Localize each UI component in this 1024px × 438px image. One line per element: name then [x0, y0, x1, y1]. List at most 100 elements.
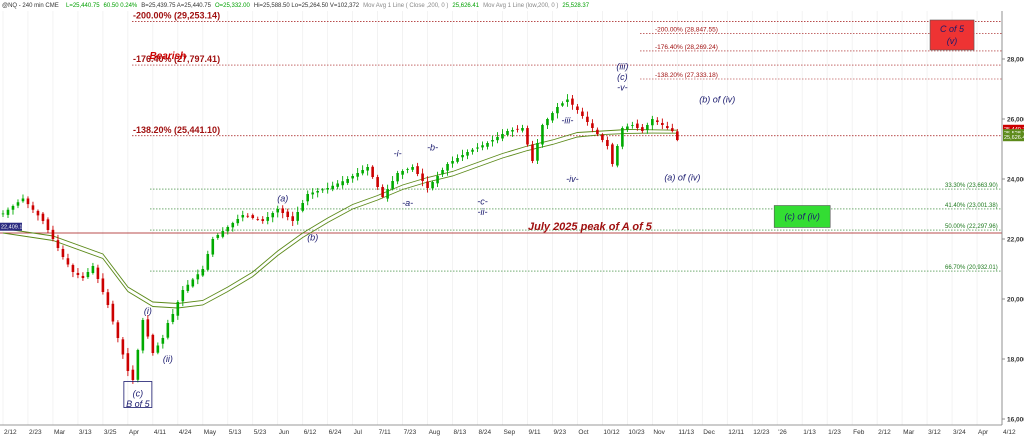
candle-body	[281, 208, 285, 213]
candle-body	[446, 164, 449, 171]
grid-layer	[2, 11, 1003, 425]
candle-body	[611, 144, 614, 164]
candle-body	[576, 106, 579, 110]
candle-body	[391, 181, 394, 189]
candle-body	[176, 302, 180, 316]
candle-body	[276, 209, 280, 213]
candle-body	[621, 128, 624, 147]
wave-label: -a-	[402, 198, 413, 208]
candle-body	[426, 181, 429, 188]
y-tick-label: 16,000	[1007, 417, 1024, 424]
price-tag-label: 25,626.41	[1004, 135, 1024, 141]
wave-label: (i)	[144, 306, 152, 316]
candle-body	[476, 147, 479, 149]
candle-body	[556, 107, 559, 114]
wave-target-box-line1: (c) of (iv)	[784, 212, 820, 222]
x-tick-label: 9/23	[553, 429, 566, 436]
chart-header: @NQ - 240 min CME L=25,440.75 60.50 0.24%…	[2, 3, 590, 9]
candle-body	[196, 274, 200, 280]
candle-body	[586, 116, 589, 122]
candle-body	[331, 185, 334, 190]
x-tick-label: Nov	[653, 429, 665, 436]
x-tick-label: 8/24	[479, 429, 492, 436]
candle-body	[186, 284, 190, 291]
x-tick-label: 2/12	[878, 429, 891, 436]
header-stat: 25,528.37	[562, 3, 589, 9]
july-peak-label: July 2025 peak of A of 5	[528, 221, 653, 233]
moving-averages-layer	[2, 129, 678, 309]
candle-body	[191, 279, 195, 287]
x-tick-label: 12/11	[728, 429, 744, 436]
header-stat: 25,626.41	[452, 3, 479, 9]
candle-body	[376, 177, 379, 187]
candle-body	[386, 189, 389, 199]
fib-retracement-label: 41.40% (23,001.38)	[945, 203, 998, 209]
candle-body	[1, 213, 5, 215]
candle-body	[131, 369, 135, 380]
candle-body	[366, 167, 369, 171]
wave-label: -i-	[394, 149, 402, 159]
y-tick-label: 24,000	[1007, 177, 1024, 184]
candle-body	[516, 128, 519, 130]
header-stat: B=25,439.75 A=25,440.75	[141, 3, 211, 9]
candle-body	[271, 213, 275, 218]
candle-body	[76, 272, 80, 275]
candle-body	[301, 203, 304, 211]
candle-body	[676, 131, 679, 140]
x-tick-label: 4/11	[154, 429, 167, 436]
annotations-layer: Bearish(c)B of 5(i)(ii)(a)(b)-i--a--b--c…	[123, 19, 975, 409]
candle-body	[351, 176, 354, 179]
x-tick-label: 10/12	[603, 429, 620, 436]
x-tick-label: Dec	[703, 429, 715, 436]
candle-body	[631, 125, 634, 126]
wave-label: -iv-	[566, 174, 579, 184]
candle-body	[656, 120, 659, 122]
bearish-label: Bearish	[149, 51, 186, 62]
candle-body	[416, 166, 419, 174]
candle-body	[571, 98, 574, 105]
wave-label: (c)	[617, 72, 628, 82]
header-stat: 60.50 0.24%	[104, 3, 138, 9]
axes-layer: 16,000 18,000 20,000 22,000 24,000 26,000 28,0…	[0, 11, 1024, 436]
x-tick-label: 9/11	[528, 429, 541, 436]
candle-body	[356, 173, 359, 177]
header-stat: Hi=25,588.50 Lo=25,264.50 V=102,372	[254, 3, 360, 9]
candle-body	[56, 240, 60, 248]
candle-body	[461, 155, 464, 158]
x-tick-label: Feb	[853, 429, 865, 436]
candle-body	[501, 134, 504, 139]
candle-body	[156, 345, 160, 353]
candle-body	[371, 166, 374, 177]
candle-body	[526, 128, 529, 145]
x-tick-label: 5/13	[229, 429, 242, 436]
left-price-tag	[0, 222, 22, 231]
candle-body	[206, 254, 210, 270]
candle-body	[41, 213, 45, 221]
candle-body	[226, 227, 230, 232]
candle-body	[256, 219, 260, 220]
candle-body	[581, 111, 584, 116]
x-tick-label: 3/13	[79, 429, 92, 436]
candle-body	[31, 205, 35, 210]
candle-body	[551, 113, 554, 121]
candle-body	[81, 275, 85, 278]
header-stats: L=25,440.75 60.50 0.24% B=25,439.75 A=25,4…	[66, 3, 590, 9]
candle-body	[66, 258, 70, 265]
candle-body	[71, 265, 75, 272]
y-tick-label: 26,000	[1007, 117, 1024, 124]
price-tag	[1003, 129, 1024, 138]
x-tick-label: 4/12	[1003, 429, 1016, 436]
y-tick-label: 18,000	[1007, 357, 1024, 364]
y-tick-label: 28,000	[1007, 57, 1024, 64]
candle-body	[641, 127, 644, 131]
candle-body	[121, 339, 125, 355]
x-tick-label: 10/23	[628, 429, 645, 436]
x-tick-label: '26	[778, 429, 787, 436]
candle-body	[421, 173, 424, 181]
fib-extension-label: -138.20% (25,441.10)	[133, 125, 220, 135]
fib-small-label: -176.40% (28,269.24)	[655, 44, 718, 51]
wave-target-box-line1: C of 5	[940, 24, 965, 34]
x-tick-label: May	[204, 429, 217, 436]
wave-target-box-line2: (v)	[947, 36, 958, 46]
